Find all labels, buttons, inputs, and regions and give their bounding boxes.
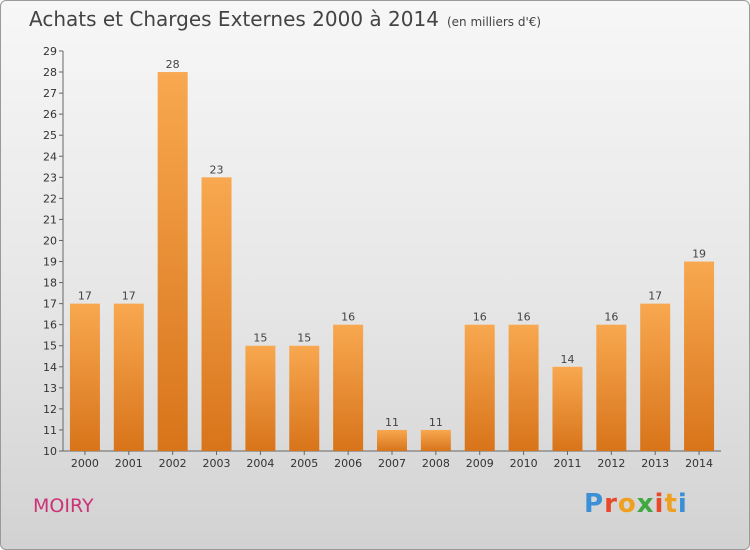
bar-value-label: 19 bbox=[692, 248, 706, 261]
bar-2003 bbox=[201, 177, 232, 451]
x-tick-label: 2012 bbox=[597, 457, 625, 470]
bar-2011 bbox=[552, 366, 583, 451]
x-tick-label: 2013 bbox=[641, 457, 669, 470]
bar-value-label: 11 bbox=[429, 416, 443, 429]
logo-letter: i bbox=[654, 489, 665, 519]
x-tick-label: 2014 bbox=[685, 457, 713, 470]
commune-name: MOIRY bbox=[33, 495, 94, 517]
y-tick-label: 19 bbox=[43, 256, 57, 269]
y-tick-label: 12 bbox=[43, 403, 57, 416]
x-tick-label: 2005 bbox=[290, 457, 318, 470]
chart-title: Achats et Charges Externes 2000 à 2014 (e… bbox=[29, 7, 541, 31]
bar-value-label: 16 bbox=[604, 311, 618, 324]
y-tick-label: 27 bbox=[43, 87, 57, 100]
x-tick-label: 2001 bbox=[115, 457, 143, 470]
bar-value-label: 11 bbox=[385, 416, 399, 429]
y-tick-label: 22 bbox=[43, 192, 57, 205]
bar-value-label: 15 bbox=[297, 332, 311, 345]
y-tick-label: 29 bbox=[43, 45, 57, 58]
bar-2001 bbox=[113, 303, 144, 451]
proxiti-logo: Proxiti bbox=[584, 489, 688, 519]
bar-2012 bbox=[596, 324, 627, 451]
chart-data-labels: 17 17 28 23 15 15 16 11 11 16 16 14 16 17 19 bbox=[78, 58, 706, 429]
y-tick-label: 20 bbox=[43, 234, 57, 247]
bar-2002 bbox=[157, 72, 188, 451]
y-tick-label: 21 bbox=[43, 213, 57, 226]
y-tick-label: 23 bbox=[43, 171, 57, 184]
bar-value-label: 17 bbox=[122, 290, 136, 303]
y-tick-label: 18 bbox=[43, 277, 57, 290]
y-tick-label: 14 bbox=[43, 361, 57, 374]
x-tick-label: 2007 bbox=[378, 457, 406, 470]
x-tick-label: 2000 bbox=[71, 457, 99, 470]
bar-2005 bbox=[289, 345, 320, 451]
bar-value-label: 16 bbox=[473, 311, 487, 324]
y-tick-label: 28 bbox=[43, 66, 57, 79]
bar-2009 bbox=[464, 324, 495, 451]
chart-title-text: Achats et Charges Externes 2000 à 2014 bbox=[29, 7, 439, 31]
chart-bars bbox=[69, 72, 715, 451]
y-tick-label: 16 bbox=[43, 319, 57, 332]
bar-2004 bbox=[245, 345, 276, 451]
chart-axes: 10 11 12 13 14 15 16 17 18 19 20 21 22 23 24 25 26 27 28 29… bbox=[43, 45, 721, 470]
x-tick-label: 2003 bbox=[203, 457, 231, 470]
bar-2000 bbox=[69, 303, 100, 451]
bar-value-label: 16 bbox=[341, 311, 355, 324]
logo-letter: i bbox=[677, 489, 688, 519]
logo-letter: x bbox=[636, 489, 655, 519]
x-tick-label: 2002 bbox=[159, 457, 187, 470]
y-tick-label: 26 bbox=[43, 108, 57, 121]
y-tick-label: 15 bbox=[43, 340, 57, 353]
bar-2014 bbox=[684, 261, 715, 451]
logo-letter: P bbox=[584, 489, 605, 519]
x-tick-label: 2010 bbox=[510, 457, 538, 470]
logo-letter: r bbox=[604, 489, 618, 519]
bar-2013 bbox=[640, 303, 671, 451]
y-tick-label: 17 bbox=[43, 298, 57, 311]
bar-value-label: 17 bbox=[648, 290, 662, 303]
bar-value-label: 14 bbox=[560, 353, 574, 366]
bar-value-label: 15 bbox=[253, 332, 267, 345]
y-tick-label: 24 bbox=[43, 150, 57, 163]
bar-2010 bbox=[508, 324, 539, 451]
bar-2006 bbox=[333, 324, 364, 451]
x-tick-label: 2008 bbox=[422, 457, 450, 470]
bar-value-label: 28 bbox=[166, 58, 180, 71]
bar-2007 bbox=[377, 429, 407, 451]
bar-2008 bbox=[420, 429, 451, 451]
bar-value-label: 17 bbox=[78, 290, 92, 303]
logo-letter: t bbox=[664, 489, 678, 519]
x-tick-label: 2011 bbox=[553, 457, 581, 470]
y-tick-label: 10 bbox=[43, 445, 57, 458]
y-tick-label: 13 bbox=[43, 382, 57, 395]
bar-value-label: 23 bbox=[210, 163, 224, 176]
y-tick-label: 25 bbox=[43, 129, 57, 142]
y-tick-label: 11 bbox=[43, 424, 57, 437]
chart-unit: (en milliers d'€) bbox=[446, 15, 542, 29]
logo-letter: o bbox=[617, 489, 637, 519]
x-tick-label: 2009 bbox=[466, 457, 494, 470]
x-tick-label: 2004 bbox=[246, 457, 274, 470]
bar-value-label: 16 bbox=[517, 311, 531, 324]
x-tick-label: 2006 bbox=[334, 457, 362, 470]
